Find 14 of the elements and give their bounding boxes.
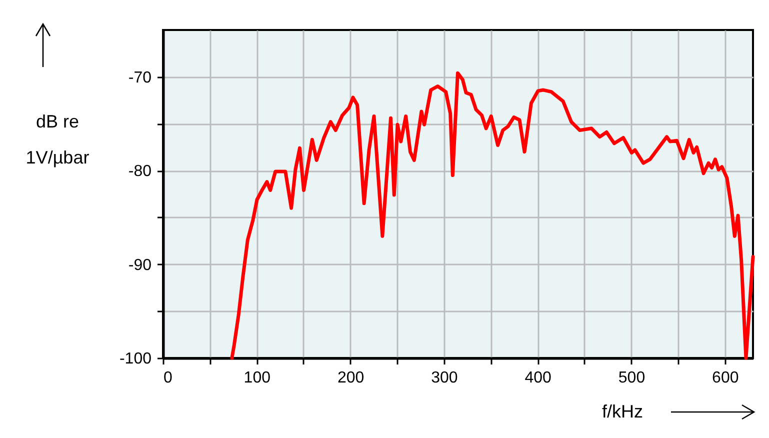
line-series bbox=[230, 71, 755, 360]
x-tick-label: 300 bbox=[431, 370, 458, 386]
y-tick-label: -100 bbox=[119, 350, 152, 368]
y-tick-label: -80 bbox=[128, 163, 152, 180]
x-tick-label: 200 bbox=[337, 370, 364, 386]
y-tick-label: -70 bbox=[128, 69, 152, 86]
x-tick-label: 400 bbox=[524, 370, 552, 386]
x-tick-label: 100 bbox=[244, 370, 271, 386]
x-axis-title: f/kHz bbox=[602, 402, 644, 422]
y-tick-label: -90 bbox=[128, 256, 152, 274]
y-axis-title: dB re 1V/µbar bbox=[26, 112, 90, 168]
x-tick-label: 0 bbox=[164, 370, 172, 386]
x-tick-label: 500 bbox=[618, 370, 646, 386]
x-tick-label: 600 bbox=[712, 370, 739, 386]
